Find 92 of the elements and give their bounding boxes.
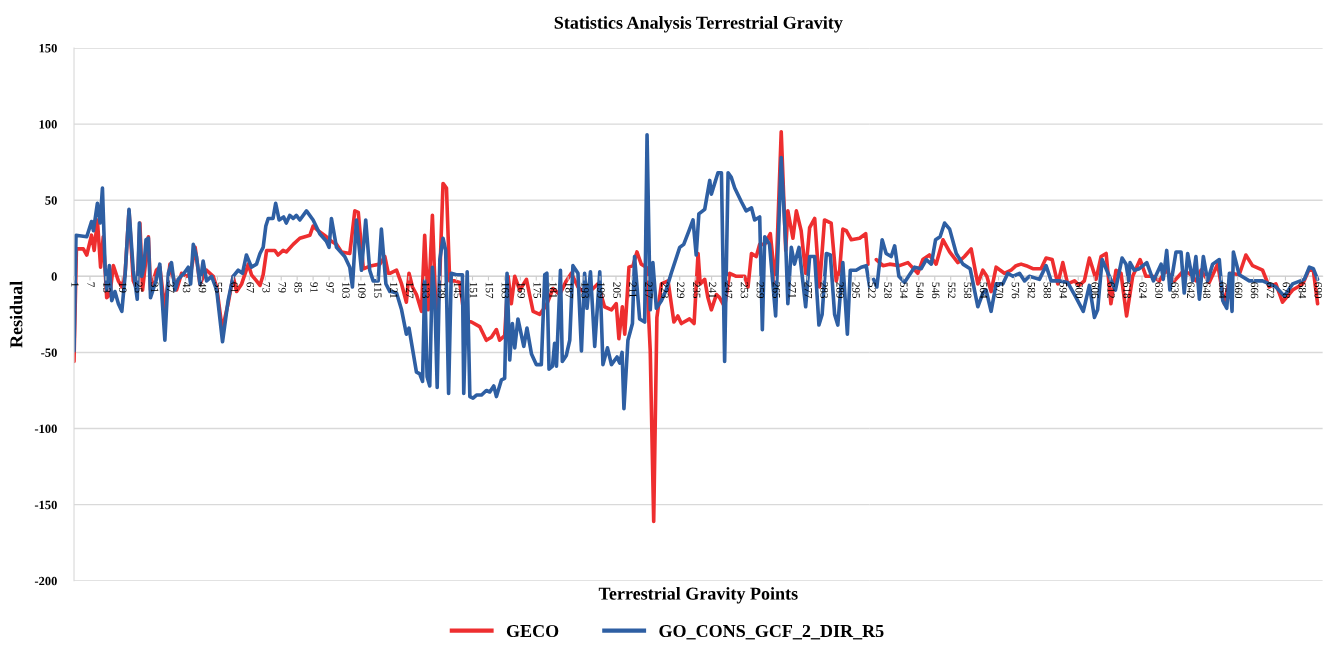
x-tick-label: 49 <box>198 282 207 293</box>
x-tick-label: 115 <box>374 282 382 298</box>
x-tick-label: 157 <box>485 282 494 299</box>
x-tick-label: 133 <box>421 282 430 299</box>
x-tick-label: 163 <box>501 282 510 299</box>
x-tick-label: 247 <box>724 282 733 299</box>
x-tick-label: 624 <box>1139 282 1147 299</box>
x-tick-label: 648 <box>1202 282 1211 299</box>
x-tick-label: 193 <box>581 282 589 299</box>
x-tick-label: 570 <box>995 282 1004 299</box>
legend-label: GO_CONS_GCF_2_DIR_R5 <box>659 624 884 640</box>
x-tick-label: 25 <box>134 282 143 293</box>
x-tick-label: 37 <box>166 282 175 293</box>
x-tick-label: 199 <box>597 282 605 299</box>
y-tick-label: -150 <box>34 500 57 510</box>
x-tick-label: 600 <box>1075 282 1083 299</box>
x-tick-label: 636 <box>1171 282 1179 299</box>
x-tick-label: 271 <box>788 282 796 298</box>
x-tick-label: 217 <box>645 282 653 299</box>
x-tick-label: 534 <box>900 282 908 299</box>
x-tick-label: 552 <box>947 282 956 298</box>
x-tick-label: 235 <box>692 282 701 299</box>
x-tick-label: 151 <box>469 282 478 298</box>
x-tick-label: 289 <box>836 282 844 299</box>
x-tick-label: 259 <box>756 282 765 299</box>
x-tick-label: 7 <box>87 282 95 288</box>
x-tick-label: 1 <box>71 282 79 287</box>
x-tick-label: 19 <box>119 282 127 293</box>
x-tick-label: 253 <box>740 282 749 299</box>
x-tick-label: 630 <box>1155 282 1163 299</box>
y-axis-title: Residual <box>9 281 23 348</box>
y-tick-label: 100 <box>39 120 57 129</box>
x-tick-label: 85 <box>294 282 302 293</box>
x-tick-label: 564 <box>979 282 988 299</box>
x-tick-label: 684 <box>1298 282 1307 299</box>
x-tick-label: 43 <box>182 282 191 293</box>
x-tick-label: 277 <box>804 282 812 299</box>
x-tick-label: 666 <box>1250 282 1259 299</box>
y-tick-label: 150 <box>39 43 57 53</box>
x-tick-label: 13 <box>103 282 111 293</box>
x-tick-label: 654 <box>1218 282 1227 299</box>
x-tick-label: 241 <box>708 282 717 298</box>
x-tick-label: 540 <box>916 282 924 299</box>
x-tick-label: 223 <box>661 282 669 299</box>
x-tick-label: 588 <box>1043 282 1052 299</box>
x-tick-label: 97 <box>326 282 334 293</box>
x-tick-label: 528 <box>884 282 892 299</box>
x-tick-label: 103 <box>342 282 350 299</box>
x-tick-label: 594 <box>1059 282 1067 299</box>
x-tick-label: 576 <box>1011 282 1020 299</box>
x-tick-label: 175 <box>533 282 541 299</box>
x-tick-label: 139 <box>437 282 446 299</box>
x-tick-label: 558 <box>963 282 972 299</box>
chart-title: Statistics Analysis Terrestrial Gravity <box>554 16 843 33</box>
x-tick-label: 229 <box>676 282 685 299</box>
x-tick-label: 145 <box>453 282 462 299</box>
x-tick-label: 672 <box>1266 282 1275 298</box>
x-tick-label: 61 <box>230 282 239 293</box>
y-tick-label: 50 <box>45 196 57 205</box>
x-tick-label: 181 <box>549 282 557 298</box>
x-tick-label: 127 <box>406 282 414 299</box>
x-axis-title: Terrestrial Gravity Points <box>598 587 798 604</box>
x-tick-label: 121 <box>390 282 398 298</box>
x-tick-label: 612 <box>1107 282 1115 298</box>
x-tick-label: 660 <box>1234 282 1243 299</box>
x-tick-label: 79 <box>278 282 286 293</box>
x-tick-label: 205 <box>613 282 621 299</box>
x-tick-label: 109 <box>358 282 366 299</box>
x-tick-label: 187 <box>565 282 573 299</box>
x-tick-label: 67 <box>246 282 255 293</box>
x-tick-label: 169 <box>517 282 526 299</box>
y-tick-label: 0 <box>51 272 57 281</box>
x-tick-label: 618 <box>1123 282 1131 299</box>
x-tick-label: 211 <box>629 282 637 298</box>
x-tick-label: 606 <box>1091 282 1099 299</box>
x-tick-label: 31 <box>150 282 159 293</box>
x-tick-label: 295 <box>852 282 860 299</box>
x-tick-label: 690 <box>1314 282 1323 299</box>
legend-label: GECO <box>506 624 559 638</box>
x-tick-label: 522 <box>868 282 876 298</box>
y-tick-label: -100 <box>34 424 57 434</box>
x-tick-label: 265 <box>772 282 781 299</box>
x-tick-label: 582 <box>1027 282 1036 298</box>
x-tick-label: 546 <box>931 282 940 299</box>
x-tick-label: 642 <box>1187 282 1195 298</box>
y-tick-label: -200 <box>34 576 57 586</box>
x-tick-label: 678 <box>1282 282 1291 299</box>
x-tick-label: 283 <box>820 282 828 299</box>
x-tick-label: 73 <box>262 282 270 293</box>
x-tick-label: 91 <box>310 282 318 293</box>
x-tick-label: 55 <box>214 282 223 293</box>
y-tick-label: -50 <box>41 348 57 357</box>
